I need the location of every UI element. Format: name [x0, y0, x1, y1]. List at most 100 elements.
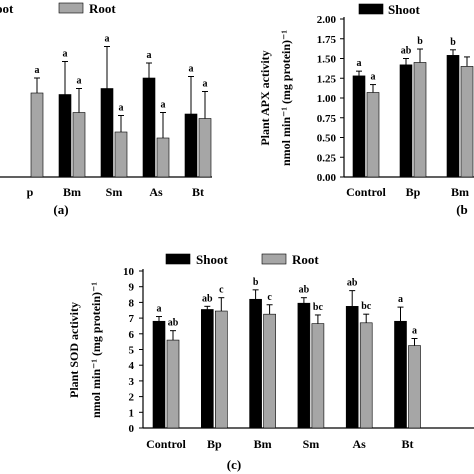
y-tick-label: 1.75	[317, 34, 337, 46]
significance-letter: c	[219, 285, 224, 296]
panel-b-chart: 0.00 0.25 0.50 0.75 1.00 1.25 1.50 1.75 2.00 Plan…	[258, 2, 474, 217]
legend-swatch-shoot	[358, 3, 384, 15]
root-bar	[30, 92, 44, 178]
panel-caption: (c)	[227, 457, 241, 472]
root-bar	[114, 131, 128, 178]
y-tick-label: 6	[129, 329, 135, 341]
root-bar	[359, 322, 373, 429]
shoot-bar	[142, 77, 156, 178]
significance-letter: bc	[313, 302, 324, 313]
significance-letter: ab	[347, 278, 358, 289]
x-category-label: As	[149, 185, 163, 199]
x-category-label: Control	[146, 437, 186, 451]
y-tick-label: 0.00	[317, 172, 337, 184]
shoot-bar	[100, 88, 114, 178]
root-bar	[460, 66, 474, 178]
y-tick-label: 0.75	[317, 113, 337, 125]
root-bar	[215, 310, 228, 429]
significance-letter: a	[119, 103, 124, 114]
y-tick-label: 0.50	[317, 133, 337, 145]
x-category-label: Bt	[192, 185, 204, 199]
shoot-bar	[249, 298, 262, 429]
root-bar	[198, 118, 212, 178]
x-category-label: Sm	[303, 437, 320, 451]
significance-letter: a	[189, 64, 194, 75]
legend-swatch-shoot	[165, 253, 191, 265]
significance-letter: a	[357, 58, 362, 69]
x-category-label: Bm	[254, 437, 272, 451]
significance-letter: a	[412, 326, 417, 337]
root-bar	[413, 62, 427, 178]
root-bar	[166, 339, 180, 429]
significance-letter: a	[147, 50, 152, 61]
significance-letter: ab	[202, 293, 213, 304]
significance-letter: a	[371, 72, 376, 83]
shoot-bar	[345, 306, 359, 429]
x-category-label: Control	[346, 185, 386, 199]
y-tick-label: 10	[123, 266, 135, 278]
y-tick-label: 7	[129, 313, 135, 325]
significance-letter: a	[63, 49, 68, 60]
y-axis-title: Plant APX activity	[258, 50, 272, 145]
root-bar	[156, 137, 170, 178]
y-tick-label: 1.50	[317, 54, 337, 66]
significance-letter: ab	[168, 318, 179, 329]
panel-caption: (a)	[53, 202, 68, 217]
y-axis-title: Plant SOD activity	[67, 302, 81, 398]
y-tick-label: 5	[129, 345, 135, 357]
y-tick-label: 1.25	[317, 73, 337, 85]
y-tick-label: 3	[129, 376, 135, 388]
legend-label: Shoot	[196, 252, 228, 267]
y-tick-label: 0	[129, 423, 135, 435]
legend-label: Shoot	[388, 2, 420, 17]
significance-letter: bc	[361, 301, 372, 312]
x-category-label: Bp	[406, 185, 421, 199]
shoot-bar	[352, 75, 366, 178]
x-category-label: Bp	[207, 437, 222, 451]
panel-a-chart: apaaBmaaSmaaAsaaBtootRoot(a)	[0, 1, 212, 217]
significance-letter: a	[161, 100, 166, 111]
shoot-bar	[399, 64, 413, 178]
legend-swatch-root	[58, 2, 84, 14]
shoot-bar	[152, 320, 166, 429]
shoot-bar	[394, 320, 407, 429]
significance-letter: a	[77, 76, 82, 87]
legend-swatch-root	[261, 253, 287, 265]
root-bar	[408, 345, 421, 429]
y-tick-label: 2	[129, 392, 135, 404]
significance-letter: ab	[401, 46, 412, 57]
x-category-label: Bm	[63, 185, 81, 199]
significance-letter: a	[398, 294, 403, 305]
x-category-label: Bt	[402, 437, 414, 451]
y-tick-label: 1	[129, 407, 135, 419]
x-category-label: Bm	[451, 185, 469, 199]
shoot-bar	[184, 113, 198, 178]
significance-letter: a	[157, 304, 162, 315]
significance-letter: a	[105, 34, 110, 45]
x-category-label: Sm	[106, 185, 123, 199]
y-tick-label: 2.00	[317, 14, 337, 26]
root-bar	[366, 92, 380, 178]
legend-label: Root	[292, 252, 319, 267]
y-tick-label: 0.25	[317, 152, 337, 164]
significance-letter: c	[267, 292, 272, 303]
shoot-bar	[58, 94, 72, 178]
significance-letter: b	[253, 277, 259, 288]
significance-letter: b	[417, 36, 423, 47]
shoot-bar	[297, 302, 311, 429]
panel-c-chart: 0 1 2 3 4 5 6 7 8 9 10 Plant SOD activity nmol min⁻¹…	[67, 252, 474, 472]
y-tick-label: 8	[129, 297, 135, 309]
panel-caption: (b	[456, 202, 468, 217]
y-axis-unit: nmol min⁻¹ (mg protein)⁻¹	[89, 282, 103, 418]
significance-letter: a	[203, 79, 208, 90]
shoot-bar	[446, 55, 460, 178]
shoot-bar	[201, 309, 214, 429]
y-tick-label: 4	[129, 360, 135, 372]
significance-letter: ab	[299, 285, 310, 296]
x-category-label: As	[353, 437, 367, 451]
y-tick-label: 9	[129, 282, 135, 294]
root-bar	[263, 313, 276, 429]
y-axis-unit: nmol min⁻¹ (mg protein)⁻¹	[279, 30, 293, 166]
legend-label: Root	[89, 1, 116, 16]
